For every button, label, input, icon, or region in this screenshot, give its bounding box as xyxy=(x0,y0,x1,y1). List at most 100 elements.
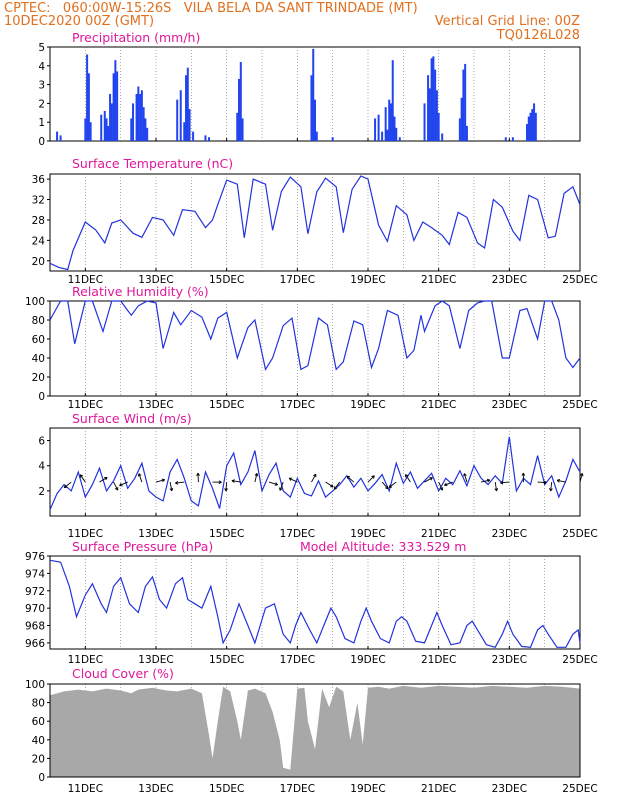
humidity-ytick-label: 80 xyxy=(32,315,45,327)
cloud-cover-area xyxy=(50,685,580,777)
wind-arrowhead xyxy=(486,478,491,483)
cloud-xtick-label: 15DEC xyxy=(209,783,244,795)
precip-bar xyxy=(204,135,207,141)
panel-precipitation: Precipitation (mm/h) 0 1 2 3 4 5 xyxy=(38,30,581,148)
wind-arrowhead xyxy=(161,478,166,483)
precip-bar xyxy=(310,75,313,141)
precip-bar xyxy=(504,137,507,141)
header-grid-line: Vertical Grid Line: 00Z xyxy=(435,14,580,29)
cloud-ytick-label: 40 xyxy=(32,735,45,747)
wind-arrowhead xyxy=(288,477,293,481)
wind-arrowhead xyxy=(333,486,338,490)
precip-bar xyxy=(434,69,437,141)
precip-bar xyxy=(144,118,147,141)
wind-arrow xyxy=(268,481,278,486)
wind-arrowhead xyxy=(175,481,179,485)
wind-xtick-label: 13DEC xyxy=(138,528,173,540)
wind-title: Surface Wind (m/s) xyxy=(72,411,192,426)
cloud-xtick-label: 11DEC xyxy=(68,783,103,795)
pressure-ytick-label: 970 xyxy=(25,603,45,615)
wind-arrowhead xyxy=(104,476,108,481)
precipitation-ytick-label: 4 xyxy=(38,61,45,73)
precip-bar xyxy=(59,135,62,141)
wind-arrow xyxy=(113,481,119,491)
precip-bar xyxy=(464,63,467,141)
precip-bar xyxy=(315,131,318,141)
precip-bar xyxy=(441,133,444,141)
humidity-xtick-label: 21DEC xyxy=(421,399,456,411)
precipitation-ytick-label: 0 xyxy=(38,136,45,148)
precip-bar xyxy=(183,122,186,141)
wind-arrowhead xyxy=(405,474,409,478)
wind-arrow xyxy=(325,481,334,488)
wind-arrowhead xyxy=(439,487,444,491)
temperature-ytick-label: 20 xyxy=(32,256,45,268)
wind-arrowhead xyxy=(196,472,200,476)
precip-bar xyxy=(188,109,191,141)
wind-arrow xyxy=(579,473,583,483)
humidity-ytick-label: 40 xyxy=(32,353,45,365)
wind-arrow xyxy=(79,474,86,483)
humidity-xtick-label: 13DEC xyxy=(138,399,173,411)
panel-temperature: Surface Temperature (nC) 20 24 28 32 36 11DEC 1… xyxy=(32,156,598,286)
wind-arrowhead xyxy=(494,487,499,492)
precip-bar xyxy=(114,60,117,141)
precip-bar xyxy=(84,118,87,141)
precip-bar xyxy=(87,73,90,141)
wind-arrow xyxy=(556,479,566,483)
wind-arrow xyxy=(381,481,389,490)
precip-bar xyxy=(393,116,396,141)
temperature-xtick-label: 15DEC xyxy=(209,274,244,286)
wind-arrowhead xyxy=(385,485,389,490)
precipitation-ytick-label: 2 xyxy=(38,98,45,110)
precip-bar xyxy=(398,137,401,141)
precip-bar xyxy=(384,107,387,141)
header-station: CPTEC: 060:00W-15:26S VILA BELA DA SANT … xyxy=(4,1,418,16)
wind-arrow xyxy=(279,481,284,491)
precip-bar xyxy=(208,137,210,141)
humidity-ytick-label: 60 xyxy=(32,334,45,346)
precip-bar xyxy=(56,131,59,141)
precip-bar xyxy=(135,94,138,141)
pressure-annotation: Model Altitude: 333.529 m xyxy=(300,539,466,554)
wind-arrow xyxy=(63,481,72,489)
pressure-title: Surface Pressure (hPa) xyxy=(72,539,213,554)
wind-arrow xyxy=(346,475,355,483)
precip-bar xyxy=(386,129,389,141)
pressure-ytick-label: 972 xyxy=(25,586,45,598)
precip-bar xyxy=(86,54,89,141)
panel-cloud: Cloud Cover (%) 0 20 40 60 80 100 11DEC 13DEC 15D… xyxy=(25,666,598,795)
cloud-ytick-label: 60 xyxy=(32,716,45,728)
panel-pressure: Surface Pressure (hPa) Model Altitude: 33… xyxy=(25,539,598,666)
wind-arrow xyxy=(169,481,173,491)
header-model: TQ0126L028 xyxy=(496,28,580,43)
cloud-xtick-label: 19DEC xyxy=(350,783,385,795)
wind-arrow xyxy=(225,482,228,492)
wind-arrowhead xyxy=(313,473,317,478)
wind-arrowhead xyxy=(543,480,547,485)
precip-bar xyxy=(435,90,438,141)
wind-arrowhead xyxy=(346,475,351,480)
precip-bar xyxy=(533,103,536,141)
wind-arrowhead xyxy=(114,487,119,491)
wind-arrow xyxy=(175,481,185,484)
precipitation-ytick-label: 1 xyxy=(38,117,45,129)
temperature-ytick-label: 24 xyxy=(32,235,46,247)
pressure-xtick-label: 21DEC xyxy=(421,654,456,666)
precip-bar xyxy=(146,127,149,141)
pressure-series-line xyxy=(49,559,581,649)
precip-bar xyxy=(103,110,106,141)
precip-bar xyxy=(377,114,380,141)
cloud-xtick-label: 23DEC xyxy=(492,783,527,795)
wind-arrowhead xyxy=(371,475,375,479)
wind-arrow xyxy=(311,473,317,483)
wind-arrow xyxy=(480,479,490,483)
precipitation-ytick-label: 3 xyxy=(38,80,45,92)
pressure-xtick-label: 13DEC xyxy=(138,654,173,666)
cloud-xtick-label: 17DEC xyxy=(280,783,315,795)
precip-bar xyxy=(465,125,468,141)
wind-ytick-label: 4 xyxy=(38,461,45,473)
humidity-xtick-label: 15DEC xyxy=(209,399,244,411)
humidity-ytick-label: 20 xyxy=(32,372,45,384)
precip-bar xyxy=(437,112,440,141)
